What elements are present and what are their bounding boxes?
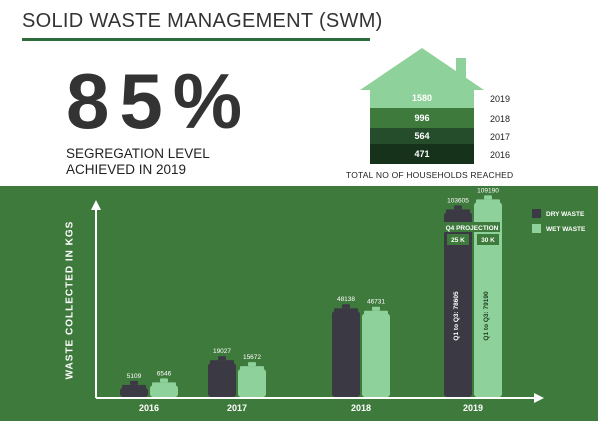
- bar-handle-wet-waste-2018: [372, 306, 380, 311]
- projection-label-box: [444, 222, 500, 232]
- household-value-2016: 471: [414, 149, 429, 159]
- data-label-dry-waste-2019: 103605: [447, 197, 469, 204]
- x-tick-label-2016: 2016: [139, 403, 159, 413]
- house-band-2019: [370, 88, 474, 108]
- bar-wet-waste-2019: [474, 202, 502, 397]
- title-underline: [22, 38, 370, 41]
- segregation-percentage: 85%: [66, 57, 253, 145]
- data-label-dry-waste-2017: 19027: [213, 348, 231, 355]
- household-value-2017: 564: [414, 131, 429, 141]
- bar-dry-waste-2017: [208, 363, 236, 397]
- legend-swatch-dry: [532, 209, 541, 218]
- bar-lid-wet-waste-2018: [364, 310, 388, 315]
- households-caption: TOTAL NO OF HOUSEHOLDS REACHED: [346, 170, 514, 180]
- legend-swatch-wet: [532, 224, 541, 233]
- chart-legend: DRY WASTE WET WASTE: [532, 209, 586, 233]
- bar-dry-waste-2019: [444, 212, 472, 397]
- segregation-caption-line1: SEGREGATION LEVEL: [66, 146, 210, 161]
- house-chimney: [456, 58, 466, 82]
- bar-wet-waste-2018: [362, 313, 390, 397]
- chart-panel: [0, 186, 598, 421]
- bar-dry-waste-2018: [332, 311, 360, 397]
- projection-wet-box: [477, 234, 499, 245]
- q1-q3-dry-label: Q1 to Q3: 78605: [453, 291, 460, 341]
- bar-handle-dry-waste-2017: [218, 356, 226, 361]
- bar-lid-dry-waste-2018: [334, 308, 358, 313]
- projection-annotations: Q4 PROJECTION 25 K 30 K Q1 to Q3: 78605 …: [444, 222, 500, 341]
- household-value-2018: 996: [414, 113, 429, 123]
- household-year-2016: 2016: [490, 150, 510, 160]
- bar-lid-wet-waste-2019: [476, 199, 500, 204]
- data-label-wet-waste-2019: 109190: [477, 187, 499, 194]
- bar-lid-dry-waste-2019: [446, 209, 470, 214]
- x-axis-arrow: [534, 393, 544, 403]
- house-band-2016: [370, 144, 474, 164]
- bar-lid-wet-waste-2016: [152, 382, 176, 387]
- data-label-dry-waste-2016: 5109: [127, 373, 142, 380]
- household-year-2019: 2019: [490, 94, 510, 104]
- bar-lid-dry-waste-2016: [122, 384, 146, 389]
- household-year-2017: 2017: [490, 132, 510, 142]
- x-tick-label-2017: 2017: [227, 403, 247, 413]
- bar-handle-wet-waste-2017: [248, 362, 256, 367]
- chart-axes: [91, 200, 544, 403]
- data-label-wet-waste-2018: 46731: [367, 299, 385, 306]
- bar-handle-dry-waste-2016: [130, 380, 138, 385]
- data-label-wet-waste-2017: 15672: [243, 354, 261, 361]
- data-label-dry-waste-2018: 48138: [337, 296, 355, 303]
- bar-handle-wet-waste-2019: [484, 195, 492, 200]
- house-roof: [360, 48, 484, 90]
- legend-label-dry: DRY WASTE: [546, 211, 585, 218]
- y-axis-title: WASTE COLLECTED IN KGS: [64, 220, 76, 380]
- bar-dry-waste-2016: [120, 387, 148, 397]
- data-label-wet-waste-2016: 6546: [157, 370, 172, 377]
- projection-label: Q4 PROJECTION: [446, 225, 499, 232]
- bar-lid-dry-waste-2017: [210, 360, 234, 365]
- x-tick-label-2018: 2018: [351, 403, 371, 413]
- projection-dry-box: [447, 234, 469, 245]
- segregation-caption-line2: ACHIEVED IN 2019: [66, 162, 187, 177]
- legend-label-wet: WET WASTE: [546, 226, 586, 233]
- household-value-2019: 1580: [412, 93, 432, 103]
- projection-dry-value: 25 K: [451, 237, 465, 244]
- bar-wet-waste-2017: [238, 369, 266, 397]
- segregation-caption: SEGREGATION LEVEL ACHIEVED IN 2019: [66, 146, 210, 178]
- house-band-2018: [370, 108, 474, 128]
- bar-handle-dry-waste-2019: [454, 205, 462, 210]
- y-axis-arrow: [91, 200, 101, 210]
- q1-q3-wet-label: Q1 to Q3: 79190: [483, 291, 490, 341]
- bar-lid-wet-waste-2017: [240, 366, 264, 371]
- bar-group: 5109 6546 2016 19027 15672 2017 48138 46731 2018…: [120, 187, 502, 413]
- bar-handle-wet-waste-2016: [160, 378, 168, 383]
- projection-wet-value: 30 K: [481, 237, 495, 244]
- x-tick-label-2019: 2019: [463, 403, 483, 413]
- bar-wet-waste-2016: [150, 385, 178, 397]
- households-house-graphic: 1580 996 564 471 2019 2018 2017 2016: [360, 48, 510, 164]
- page-title: SOLID WASTE MANAGEMENT (SWM): [22, 10, 383, 32]
- house-band-2017: [370, 128, 474, 144]
- bar-handle-dry-waste-2018: [342, 304, 350, 309]
- household-year-2018: 2018: [490, 114, 510, 124]
